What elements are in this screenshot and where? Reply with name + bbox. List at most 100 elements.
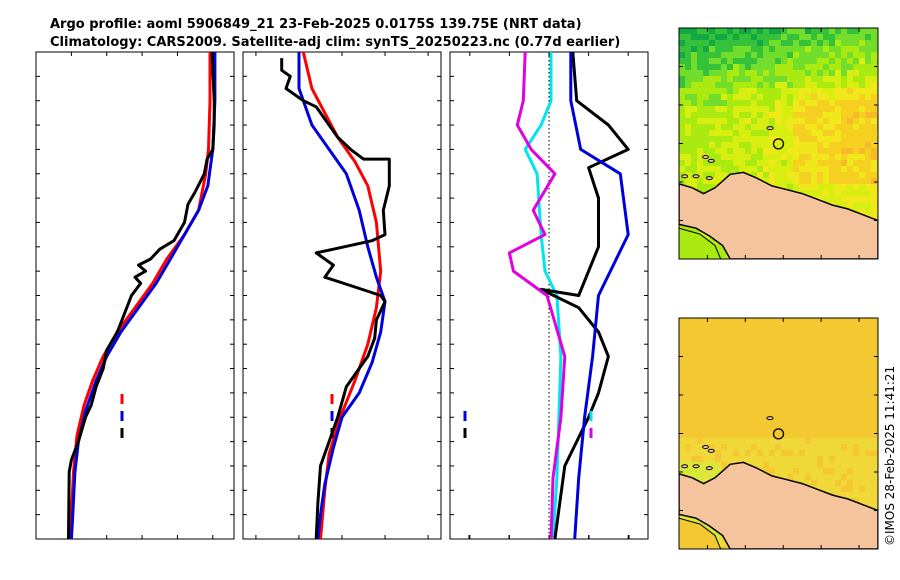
map-cell <box>787 46 794 53</box>
map-cell <box>757 124 764 131</box>
map-cell <box>679 154 686 161</box>
map-cell <box>871 94 878 101</box>
map-cell <box>721 342 728 349</box>
map-cell <box>859 136 866 143</box>
map-cell <box>799 106 806 113</box>
map-cell <box>697 342 704 349</box>
map-cell <box>823 58 830 65</box>
map-cell <box>745 408 752 415</box>
map-cell <box>709 366 716 373</box>
map-cell <box>811 148 818 155</box>
map-cell <box>823 106 830 113</box>
map-cell <box>781 444 788 451</box>
map-cell <box>751 402 758 409</box>
map-cell <box>763 414 770 421</box>
series-line-satellite-adj-clim <box>69 52 217 540</box>
map-cell <box>847 76 854 83</box>
map-cell <box>859 348 866 355</box>
map-cell <box>805 390 812 397</box>
map-cell <box>811 136 818 143</box>
map-cell <box>847 372 854 379</box>
map-cell <box>829 474 836 481</box>
map-cell <box>829 444 836 451</box>
map-cell <box>763 106 770 113</box>
map-cell <box>823 100 830 107</box>
map-cell <box>727 324 734 331</box>
map-cell <box>691 414 698 421</box>
map-cell <box>721 154 728 161</box>
map-cell <box>739 94 746 101</box>
map-cell <box>805 28 812 35</box>
map-cell <box>811 324 818 331</box>
map-cell <box>793 402 800 409</box>
map-cell <box>757 450 764 457</box>
map-cell <box>709 166 716 173</box>
map-cell <box>799 172 806 179</box>
map-cell <box>817 142 824 149</box>
map-cell <box>763 444 770 451</box>
map-cell <box>829 166 836 173</box>
map-cell <box>847 196 854 203</box>
series-line-argo <box>280 58 391 540</box>
map-cell <box>859 184 866 191</box>
map-cell <box>757 324 764 331</box>
map-cell <box>781 366 788 373</box>
map-cell <box>865 324 872 331</box>
map-cell <box>865 202 872 209</box>
map-cell <box>763 372 770 379</box>
map-cell <box>805 462 812 469</box>
map-cell <box>769 390 776 397</box>
map-cell <box>691 76 698 83</box>
map-cell <box>811 34 818 41</box>
map-cell <box>685 444 692 451</box>
map-cell <box>769 384 776 391</box>
map-cell <box>865 498 872 505</box>
map-cell <box>787 318 794 325</box>
map-cell <box>727 124 734 131</box>
map-cell <box>817 474 824 481</box>
map-cell <box>817 88 824 95</box>
map-cell <box>733 348 740 355</box>
map-cell <box>679 318 686 325</box>
map-cell <box>781 414 788 421</box>
map-cell <box>853 148 860 155</box>
map-cell <box>739 28 746 35</box>
map-cell <box>799 444 806 451</box>
map-cell <box>715 336 722 343</box>
map-cell <box>691 52 698 59</box>
map-cell <box>709 142 716 149</box>
map-cell <box>787 408 794 415</box>
map-cell <box>739 136 746 143</box>
map-cell <box>679 76 686 83</box>
map-cell <box>709 70 716 77</box>
map-cell <box>685 106 692 113</box>
map-cell <box>751 420 758 427</box>
map-cell <box>811 372 818 379</box>
map-cell <box>691 468 698 475</box>
map-cell <box>811 184 818 191</box>
map-cell <box>835 450 842 457</box>
map-cell <box>709 94 716 101</box>
map-cell <box>793 444 800 451</box>
map-cell <box>781 384 788 391</box>
map-cell <box>817 396 824 403</box>
map-cell <box>817 324 824 331</box>
map-cell <box>739 318 746 325</box>
map-cell <box>769 444 776 451</box>
map-cell <box>823 402 830 409</box>
map-cell <box>691 142 698 149</box>
map-cell <box>691 106 698 113</box>
map-cell <box>805 124 812 131</box>
map-cell <box>757 148 764 155</box>
map-cell <box>781 468 788 475</box>
map-cell <box>823 76 830 83</box>
map-cell <box>775 378 782 385</box>
map-cell <box>721 384 728 391</box>
map-cell <box>853 64 860 71</box>
map-cell <box>787 100 794 107</box>
island <box>707 158 715 163</box>
map-cell <box>823 136 830 143</box>
map-cell <box>709 426 716 433</box>
map-cell <box>787 64 794 71</box>
map-cell <box>793 64 800 71</box>
